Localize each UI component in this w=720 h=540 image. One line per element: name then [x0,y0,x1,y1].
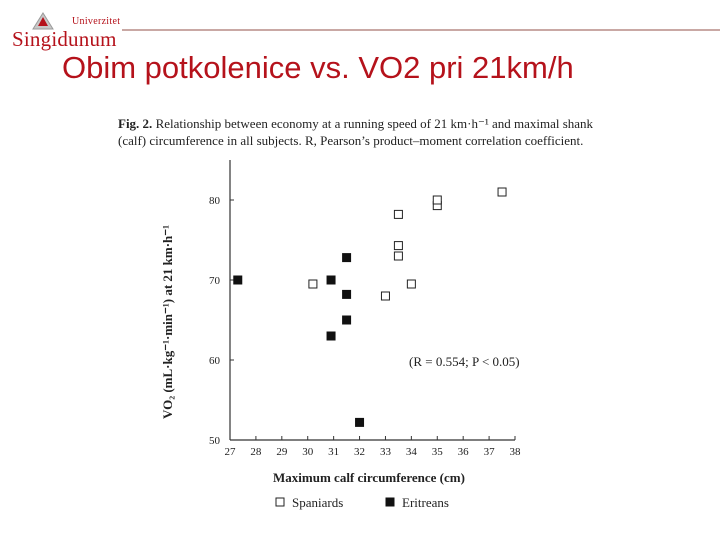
caption-label: Fig. 2. [118,116,153,131]
header-divider [122,29,720,31]
y-tick-label: 60 [209,355,221,367]
legend-label-eritreans: Eritreans [402,495,449,510]
figure-image: Fig. 2. Relationship between economy at … [96,112,608,522]
eritreans-point [342,315,352,325]
y-tick-label: 50 [209,435,221,447]
x-tick-label: 37 [484,446,496,458]
y-tick-label: 70 [209,275,221,287]
chart-points [233,187,507,427]
x-tick-label: 36 [458,446,470,458]
logo-emblem-icon [32,12,54,30]
eritreans-point [355,417,365,427]
x-tick-label: 27 [225,446,237,458]
y-tick-label: 80 [209,195,221,207]
spaniards-point [497,187,507,197]
spaniards-point [308,279,318,289]
eritreans-point [233,275,243,285]
eritreans-point [326,331,336,341]
university-logo: Univerzitet Singidunum [10,8,121,51]
figure-caption: Fig. 2. Relationship between economy at … [118,116,608,149]
correlation-annotation: (R = 0.554; P < 0.05) [409,354,520,369]
legend-marker-spaniards [275,497,285,507]
spaniards-point [393,251,403,261]
x-tick-label: 33 [380,446,392,458]
spaniards-point [380,291,390,301]
chart-axes [229,160,515,441]
scatter-chart: 27 28 29 30 31 32 33 34 35 36 37 38 50 60 70 80 (R = 0.… [160,160,521,510]
spaniards-point [393,209,403,219]
spaniards-point [432,195,442,205]
logo-name-text: Singidunum [12,27,117,51]
eritreans-point [342,289,352,299]
legend-marker-eritreans [385,497,395,507]
spaniards-point [406,279,416,289]
x-tick-label: 35 [432,446,444,458]
x-tick-label: 32 [354,446,365,458]
logo-univerzitet-text: Univerzitet [72,16,121,27]
x-tick-label: 38 [510,446,522,458]
eritreans-point [342,253,352,263]
slide-title: Obim potkolenice vs. VO2 pri 21km/h [62,50,574,85]
eritreans-point [326,275,336,285]
chart-ticks: 27 28 29 30 31 32 33 34 35 36 37 38 50 60 70 80 [209,195,521,458]
y-axis-label: VO₂ (mL·kg⁻¹·min⁻¹) at 21 km·h⁻¹ [160,225,175,419]
caption-text: Relationship between economy at a runnin… [118,116,594,148]
spaniards-point [393,241,403,251]
x-tick-label: 28 [250,446,262,458]
x-tick-label: 30 [302,446,314,458]
x-axis-label: Maximum calf circumference (cm) [273,470,465,485]
x-tick-label: 31 [328,446,339,458]
chart-legend: Spaniards Eritreans [275,495,449,510]
legend-label-spaniards: Spaniards [292,495,343,510]
x-tick-label: 29 [276,446,288,458]
x-tick-label: 34 [406,446,418,458]
